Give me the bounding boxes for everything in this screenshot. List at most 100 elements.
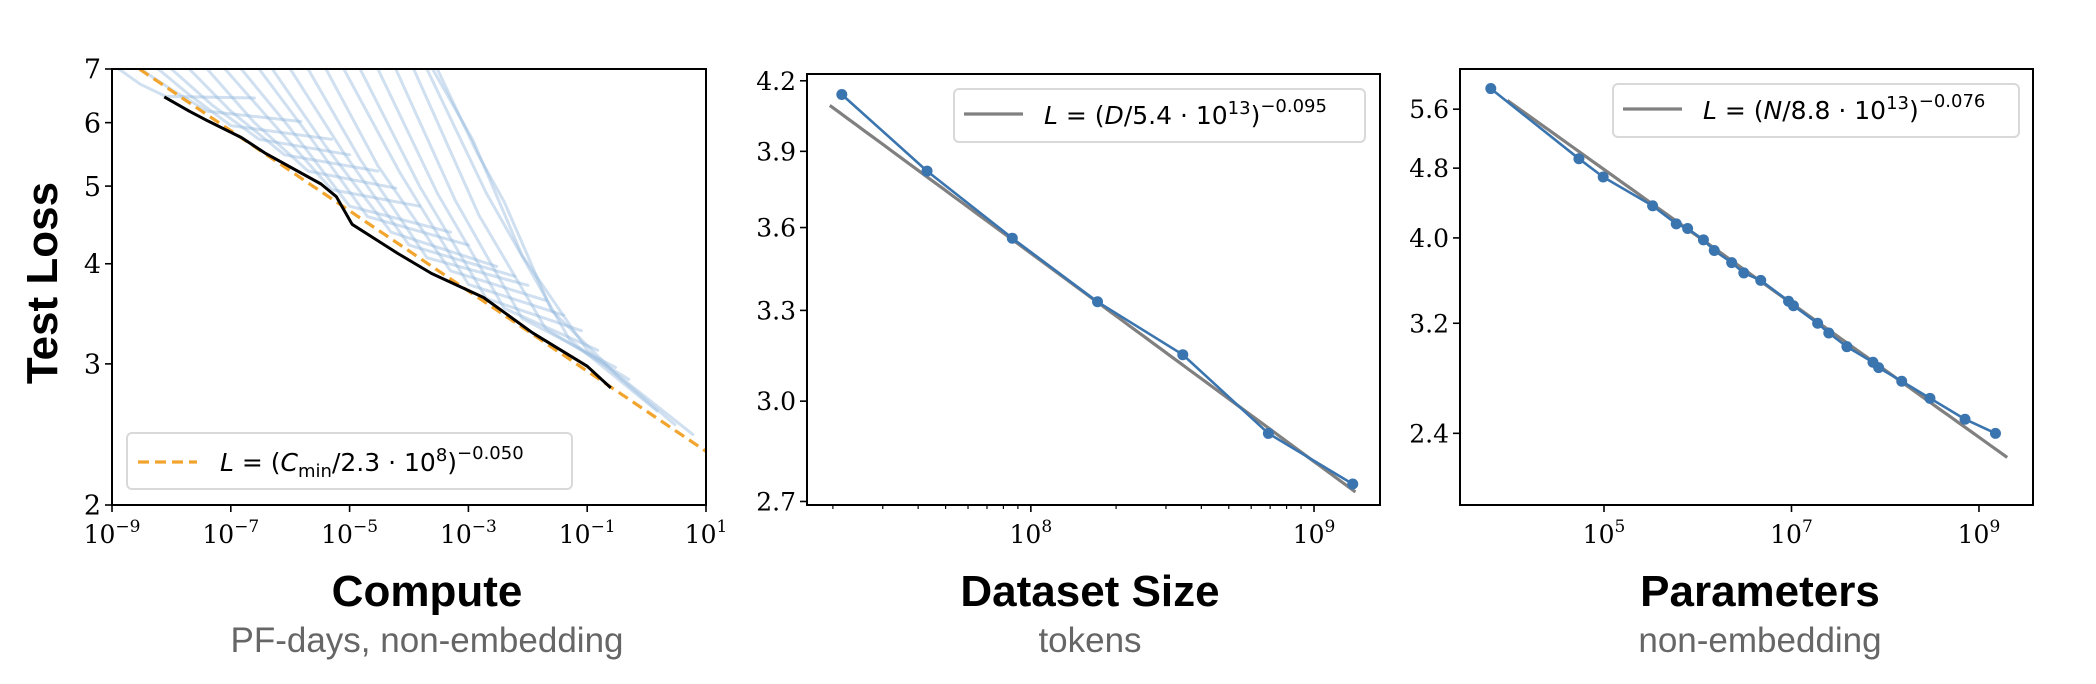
data-point: [1812, 317, 1824, 329]
x-tick-exponent: 7: [1802, 517, 1813, 537]
x-tick-label: 105: [1583, 517, 1626, 549]
axes-frame: [111, 68, 707, 506]
x-axis-subtitle: tokens: [1038, 621, 1141, 660]
x-axis-subtitle: non-embedding: [1638, 621, 1881, 660]
x-tick-label: 10−5: [321, 517, 378, 549]
x-tick-exponent: 1: [716, 517, 727, 537]
learning-curve: [376, 69, 600, 352]
y-tick-label: 2.7: [756, 487, 796, 516]
x-tick-label: 10−3: [440, 517, 497, 549]
x-tick-label: 10−7: [202, 517, 259, 549]
learning-curve: [117, 69, 256, 100]
learning-curve: [257, 69, 470, 247]
learning-curve: [358, 69, 583, 333]
learning-curve: [270, 69, 499, 268]
y-tick-label: 6: [84, 108, 101, 139]
learning-curve: [394, 69, 617, 369]
x-tick-label: 109: [1293, 517, 1336, 549]
data-point: [1597, 171, 1609, 183]
data-point: [1989, 427, 2001, 439]
x-tick-base: 10: [1770, 520, 1802, 549]
data-point: [1787, 300, 1799, 312]
y-tick-label: 3.3: [756, 296, 796, 325]
x-tick-exponent: −1: [591, 517, 616, 537]
legend-box: [126, 432, 573, 490]
x-tick-label: 10−1: [559, 517, 616, 549]
data-point: [1092, 296, 1104, 308]
learning-curve: [324, 69, 548, 302]
x-tick-base: 10: [84, 520, 116, 549]
x-tick-label: 101: [685, 517, 728, 549]
data-point: [1573, 153, 1585, 165]
y-tick-label: 2: [84, 491, 101, 522]
data-point: [921, 165, 933, 177]
legend-box: [953, 88, 1366, 143]
x-tick-exponent: −5: [353, 517, 378, 537]
x-tick-base: 10: [685, 520, 717, 549]
x-tick-exponent: −7: [234, 517, 259, 537]
data-point: [1647, 200, 1659, 212]
y-tick-label: 3.0: [756, 387, 796, 416]
axes-frame: [1459, 68, 2034, 506]
data-point: [1738, 267, 1750, 279]
x-tick-base: 10: [202, 520, 234, 549]
x-tick-base: 10: [440, 520, 472, 549]
legend: L = (N/8.8 · 1013)−0.076: [1612, 83, 2020, 138]
data-point: [1262, 427, 1274, 439]
y-tick-label: 4.2: [756, 67, 796, 96]
legend-box: [1612, 83, 2020, 138]
learning-curve: [223, 69, 421, 208]
data-point: [1726, 257, 1738, 269]
data-point: [1841, 341, 1853, 353]
series-line: [1489, 87, 1997, 435]
plot-area: [828, 88, 1359, 494]
y-tick-label: 4.0: [1409, 224, 1449, 253]
learning-curve: [342, 69, 566, 317]
y-axis-label: Test Loss: [18, 182, 67, 384]
x-tick-exponent: 8: [1041, 517, 1052, 537]
learning-curve: [205, 69, 398, 190]
x-tick-base: 10: [321, 520, 353, 549]
x-tick-label: 10−9: [84, 517, 141, 549]
legend: L = (D/5.4 · 1013)−0.095: [953, 88, 1366, 143]
plot-area: [1485, 83, 2009, 459]
y-tick-label: 2.4: [1409, 419, 1449, 448]
data-point: [1682, 222, 1694, 234]
learning-curve: [288, 69, 517, 278]
x-axis-title: Dataset Size: [960, 567, 1219, 616]
fit-line: [138, 69, 706, 453]
y-tick-label: 7: [84, 55, 101, 86]
data-point: [1670, 218, 1682, 230]
x-tick-exponent: 9: [1325, 517, 1336, 537]
data-point: [1755, 274, 1767, 286]
data-point: [1006, 232, 1018, 244]
x-tick-label: 107: [1770, 517, 1813, 549]
compute-efficient-frontier: [163, 95, 612, 390]
learning-curve: [239, 69, 452, 234]
data-point: [1823, 327, 1835, 339]
y-tick-label: 4: [84, 249, 101, 280]
x-tick-label: 109: [1958, 517, 2001, 549]
y-tick-label: 3: [84, 350, 101, 381]
data-point: [1896, 375, 1908, 387]
learning-curve: [431, 69, 677, 427]
x-tick-label: 108: [1010, 517, 1053, 549]
y-tick-label: 3.9: [756, 137, 796, 166]
data-point: [836, 88, 848, 100]
x-tick-exponent: −9: [115, 517, 140, 537]
y-tick-label: 3.2: [1409, 309, 1449, 338]
data-point: [1959, 413, 1971, 425]
data-point: [1347, 478, 1359, 490]
x-tick-base: 10: [1958, 520, 1990, 549]
x-axis-subtitle: PF-days, non-embedding: [231, 621, 624, 660]
x-tick-exponent: 9: [1989, 517, 2000, 537]
x-tick-base: 10: [1583, 520, 1615, 549]
series-line: [840, 93, 1354, 486]
x-tick-base: 10: [1010, 520, 1042, 549]
x-tick-base: 10: [559, 520, 591, 549]
data-point: [1177, 349, 1189, 361]
legend-label: L = (D/5.4 · 1013)−0.095: [1044, 96, 1327, 130]
